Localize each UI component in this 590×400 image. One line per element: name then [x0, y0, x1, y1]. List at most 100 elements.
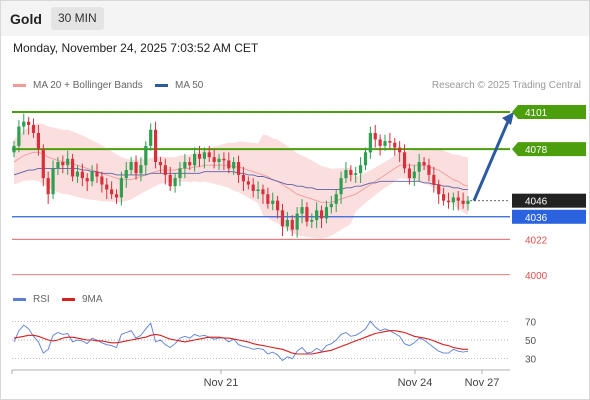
candle-body: [163, 165, 167, 175]
candle-body: [451, 197, 455, 203]
candle-body: [437, 184, 441, 195]
candle: [466, 195, 470, 211]
candle-body: [36, 133, 41, 150]
candle-body: [134, 162, 138, 174]
candle: [271, 192, 275, 211]
candle-body: [393, 142, 397, 148]
candle: [222, 152, 226, 171]
level-tag-bg-4046: [512, 193, 586, 208]
candle: [359, 157, 363, 183]
candle: [354, 166, 358, 183]
candle: [119, 171, 123, 206]
candle: [202, 147, 206, 169]
candle-body: [422, 162, 426, 166]
candle: [134, 155, 138, 180]
level-label-4036: 4036: [525, 213, 548, 224]
candle: [197, 145, 202, 167]
candle: [27, 116, 31, 135]
bollinger-band: [14, 123, 468, 239]
candle-body: [402, 152, 407, 169]
candle: [422, 157, 426, 171]
level-tag-bg-4036: [512, 209, 586, 224]
candle-body: [256, 189, 260, 191]
candle-body: [168, 174, 172, 187]
time-tick-label: Nov 21: [204, 377, 239, 389]
candle: [17, 120, 21, 153]
candle: [36, 124, 41, 156]
candle-body: [227, 160, 231, 169]
legend-label-rsi-ma: 9MA: [82, 294, 103, 305]
candle: [437, 179, 441, 204]
candle: [393, 137, 397, 156]
candle-body: [324, 207, 329, 219]
candle-body: [276, 200, 280, 211]
candle: [114, 189, 119, 204]
candle: [153, 121, 158, 169]
candle: [329, 195, 333, 214]
candle-body: [446, 200, 451, 203]
candle: [61, 155, 65, 174]
candle: [124, 162, 128, 188]
legend-rsi: RSI: [13, 294, 50, 305]
candle: [315, 202, 319, 229]
candle: [178, 162, 182, 187]
candle: [46, 171, 50, 204]
candle-body: [114, 194, 119, 198]
candle: [290, 215, 294, 237]
candle-body: [412, 171, 416, 179]
legend-ma-bb: MA 20 + Bollinger Bands: [13, 80, 143, 91]
candle-body: [212, 157, 216, 162]
candle-body: [432, 174, 436, 185]
rsi-level-label-30: 30: [525, 355, 537, 366]
candle-body: [222, 158, 226, 161]
candle: [85, 173, 89, 191]
candle: [100, 171, 104, 193]
level-tag-4078: 4078: [512, 142, 586, 157]
candle-body: [310, 220, 314, 222]
candle: [139, 157, 143, 182]
candle-body: [61, 162, 65, 166]
candle-body: [66, 158, 70, 166]
candle: [388, 133, 392, 150]
candle-body: [368, 133, 372, 153]
candle-body: [305, 207, 309, 222]
candle: [378, 134, 382, 156]
candle: [305, 202, 309, 227]
candle-body: [373, 133, 377, 140]
candle-body: [417, 162, 421, 172]
candle-body: [290, 220, 294, 230]
header-bar: Gold 30 MIN: [0, 0, 590, 36]
candle: [227, 152, 231, 174]
candle: [324, 200, 329, 224]
candle-body: [349, 170, 353, 175]
bollinger-band-layer: [14, 123, 468, 239]
candle: [105, 178, 109, 200]
legend-swatch-ma50: [155, 84, 168, 87]
candle-body: [178, 168, 182, 179]
candle: [432, 166, 436, 193]
candle: [319, 205, 324, 229]
candle: [363, 147, 368, 171]
candle-body: [246, 181, 250, 185]
legend-swatch-ma-bb: [13, 84, 26, 87]
candle: [407, 163, 412, 185]
candle-body: [56, 162, 60, 169]
level-tag-4046: 4046: [512, 193, 586, 208]
candle-body: [280, 210, 285, 227]
level-tag-bg-4078: [512, 142, 586, 157]
candle: [168, 166, 172, 191]
timeframe-badge[interactable]: 30 MIN: [51, 7, 104, 30]
candle-body: [295, 213, 299, 230]
candle-body: [119, 178, 123, 198]
candle-body: [359, 165, 363, 174]
level-tag-bg-4101: [512, 105, 586, 120]
candle-body: [241, 174, 246, 182]
candle: [398, 141, 402, 162]
candle-body: [22, 121, 26, 127]
candle-body: [51, 168, 55, 195]
forecast-arrow-head: [502, 112, 514, 126]
candle: [41, 144, 45, 187]
candle: [183, 153, 187, 179]
copyright-text: Research © 2025 Trading Central: [431, 80, 581, 91]
